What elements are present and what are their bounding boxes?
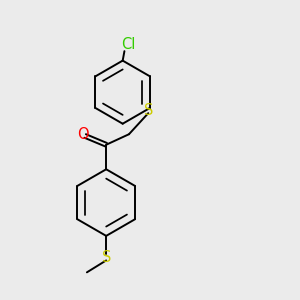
Text: S: S	[102, 250, 112, 265]
Text: Cl: Cl	[121, 37, 135, 52]
Text: S: S	[144, 103, 154, 118]
Text: O: O	[77, 127, 88, 142]
